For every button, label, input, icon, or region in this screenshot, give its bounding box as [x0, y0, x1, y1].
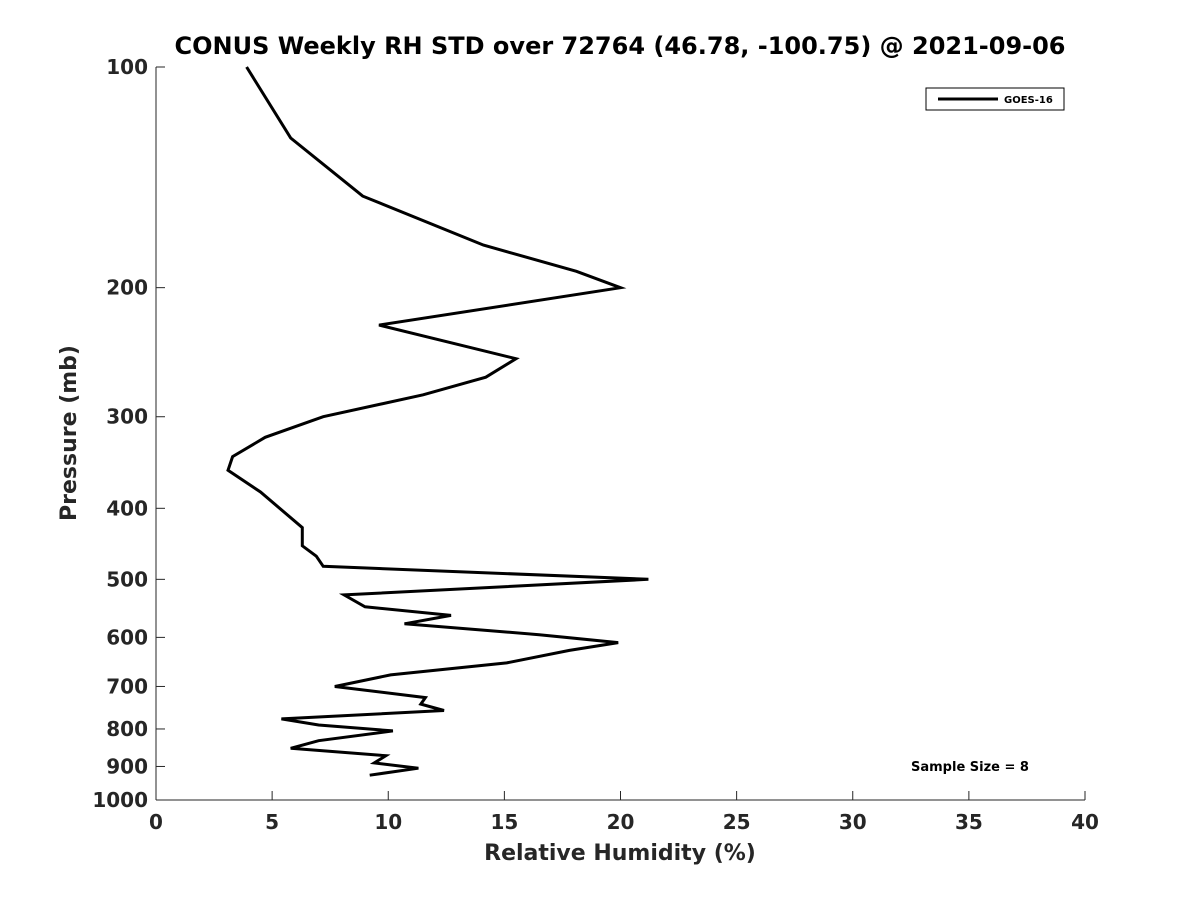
- x-tick-label: 40: [1071, 810, 1099, 834]
- y-tick-label: 100: [106, 55, 148, 79]
- x-tick-label: 10: [374, 810, 402, 834]
- y-tick-label: 300: [106, 405, 148, 429]
- y-axis-label: Pressure (mb): [57, 345, 82, 521]
- y-tick-label: 700: [106, 674, 148, 698]
- x-tick-label: 30: [839, 810, 867, 834]
- legend: GOES-16: [925, 87, 1065, 111]
- y-tick-label: 500: [106, 567, 148, 591]
- x-axis-ticks: 0 5 10 15 20 25 30 35 40: [149, 791, 1099, 834]
- series-line-goes-16: [226, 66, 649, 777]
- x-axis-label: Relative Humidity (%): [484, 841, 756, 866]
- y-tick-label: 800: [106, 717, 148, 741]
- y-tick-label: 900: [106, 754, 148, 778]
- x-tick-label: 5: [265, 810, 279, 834]
- chart-title: CONUS Weekly RH STD over 72764 (46.78, -…: [174, 32, 1065, 60]
- sample-size-annotation: Sample Size = 8: [911, 760, 1029, 775]
- y-tick-label: 1000: [92, 788, 148, 812]
- x-tick-label: 20: [607, 810, 635, 834]
- series-layer: [226, 66, 649, 777]
- x-tick-label: 35: [955, 810, 983, 834]
- x-tick-label: 0: [149, 810, 163, 834]
- y-axis-ticks: 100 200 300 400 500 600 700 800 900 1000: [92, 55, 165, 812]
- y-tick-label: 600: [106, 625, 148, 649]
- y-tick-label: 400: [106, 496, 148, 520]
- legend-label-goes-16: GOES-16: [1004, 95, 1053, 106]
- y-tick-label: 200: [106, 276, 148, 300]
- x-tick-label: 15: [490, 810, 518, 834]
- x-tick-label: 25: [723, 810, 751, 834]
